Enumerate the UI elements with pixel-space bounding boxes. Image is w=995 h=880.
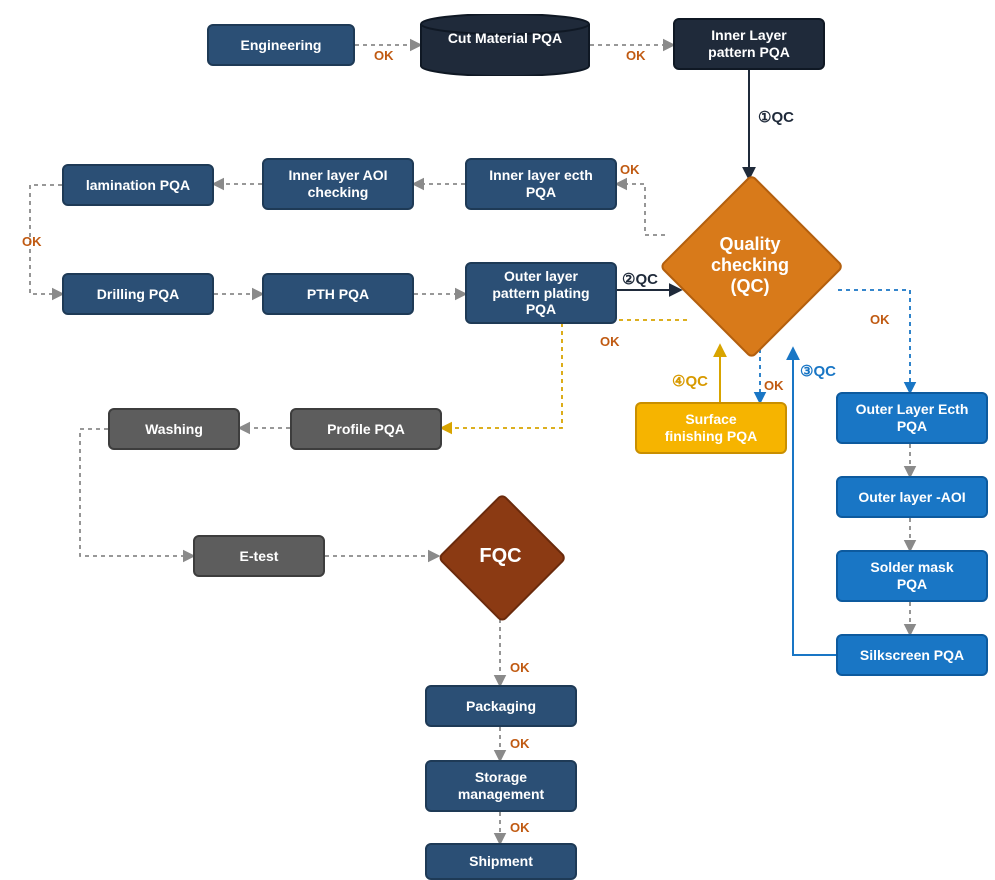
node-inner-etch: Inner layer ecth PQA <box>465 158 617 210</box>
label-ok-fqc: OK <box>510 660 530 675</box>
node-inner-aoi: Inner layer AOI checking <box>262 158 414 210</box>
label-qc4: ④QC <box>672 372 708 390</box>
label-qc1: ①QC <box>758 108 794 126</box>
edge-e-qc-outeretch <box>838 290 910 392</box>
node-lamination: lamination PQA <box>62 164 214 206</box>
label-ok4: OK <box>22 234 42 249</box>
node-surface-fin: Surface finishing PQA <box>635 402 787 454</box>
label-ok3: OK <box>620 162 640 177</box>
edge-e-silk-qc <box>793 349 836 655</box>
node-shipment: Shipment <box>425 843 577 880</box>
node-etest: E-test <box>193 535 325 577</box>
label-ok1: OK <box>374 48 394 63</box>
node-cut-material-label: Cut Material PQA <box>420 30 590 46</box>
node-drilling: Drilling PQA <box>62 273 214 315</box>
label-ok-qc-prof: OK <box>600 334 620 349</box>
node-outer-aoi: Outer layer -AOI <box>836 476 988 518</box>
edge-e-qc-inneretch <box>617 184 665 235</box>
label-ok2: OK <box>626 48 646 63</box>
node-outer-etch: Outer Layer Ecth PQA <box>836 392 988 444</box>
node-fqc-label: FQC <box>479 545 521 568</box>
node-storage: Storage management <box>425 760 577 812</box>
node-inner-pattern: Inner Layer pattern PQA <box>673 18 825 70</box>
node-cut-material: Cut Material PQA <box>420 14 590 76</box>
node-solder-mask: Solder mask PQA <box>836 550 988 602</box>
flowchart-stage: Engineering Cut Material PQA Inner Layer p… <box>0 0 995 880</box>
label-ok-pack: OK <box>510 736 530 751</box>
label-ok-qc-sf: OK <box>764 378 784 393</box>
label-ok-stor: OK <box>510 820 530 835</box>
node-outer-plating: Outer layer pattern plating PQA <box>465 262 617 324</box>
node-engineering: Engineering <box>207 24 355 66</box>
node-silkscreen: Silkscreen PQA <box>836 634 988 676</box>
label-qc3: ③QC <box>800 362 836 380</box>
label-ok-qc-oe: OK <box>870 312 890 327</box>
node-qc-label: Quality checking (QC) <box>711 234 789 297</box>
node-washing: Washing <box>108 408 240 450</box>
label-qc2: ②QC <box>622 270 658 288</box>
node-packaging: Packaging <box>425 685 577 727</box>
node-qc: Quality checking (QC) <box>660 175 840 355</box>
node-profile: Profile PQA <box>290 408 442 450</box>
node-pth: PTH PQA <box>262 273 414 315</box>
node-fqc: FQC <box>438 494 563 619</box>
